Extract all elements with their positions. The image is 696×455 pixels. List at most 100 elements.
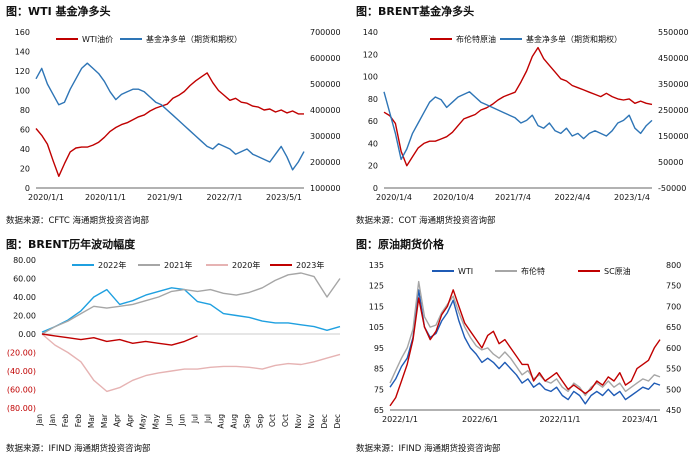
y-left-tick-label: 60 <box>368 117 378 126</box>
panel-source: 数据来源：IFIND 海通期货投资咨询部 <box>356 444 501 454</box>
y-right-tick-label: 350000 <box>658 80 689 89</box>
y-left-tick-label: 60 <box>20 126 30 135</box>
legend-item-1-label: 基金净多单（期货和期权） <box>146 34 242 44</box>
x-tick-label: Jul <box>203 414 212 424</box>
legend-item-0-label: WTI <box>458 267 473 276</box>
series-line-0 <box>35 72 304 177</box>
x-tick-label: Oct <box>268 414 277 427</box>
y-tick-label: 0.00 <box>18 330 36 339</box>
x-tick-label: 2020/1/4 <box>376 193 412 202</box>
legend-item-2-label: 2020年 <box>232 260 260 270</box>
legend-item-0-label: WTI油价 <box>82 34 113 44</box>
y-right-tick-label: 600000 <box>310 54 341 63</box>
y-left-tick-label: 105 <box>369 323 384 332</box>
x-tick-label: 2020/11/1 <box>85 193 126 202</box>
x-tick-label: Aug <box>216 414 225 429</box>
y-left-tick-label: 115 <box>369 302 384 311</box>
x-tick-label: 2022/1/1 <box>382 415 418 424</box>
y-left-tick-label: 85 <box>374 365 384 374</box>
x-tick-label: 2022/7/1 <box>207 193 243 202</box>
y-right-tick-label: 800 <box>666 261 681 270</box>
legend-item-0-label: 布伦特原油 <box>456 34 496 44</box>
y-tick-label: (20.00) <box>7 349 36 358</box>
y-left-tick-label: 95 <box>374 344 384 353</box>
legend-item-1-label: 布伦特 <box>521 266 545 276</box>
y-left-tick-label: 40 <box>368 139 378 148</box>
y-right-tick-label: 150000 <box>658 132 689 141</box>
y-tick-label: 60.00 <box>13 275 36 284</box>
y-left-tick-label: 20 <box>20 165 30 174</box>
panel-source: 数据来源：IFIND 海通期货投资咨询部 <box>6 444 151 454</box>
x-tick-label: 2021/9/1 <box>147 193 183 202</box>
series-line-1 <box>389 280 661 397</box>
x-tick-label: Sep <box>255 414 264 428</box>
series-line-0 <box>41 287 341 333</box>
x-tick-label: Dec <box>333 414 342 429</box>
y-tick-label: (40.00) <box>7 367 36 376</box>
y-right-tick-label: 500 <box>666 385 681 394</box>
y-left-tick-label: 140 <box>363 28 378 37</box>
x-tick-label: Jun <box>178 414 187 427</box>
y-right-tick-label: 750 <box>666 282 681 291</box>
x-tick-label: 2022/4/4 <box>555 193 591 202</box>
y-left-tick-label: 140 <box>15 48 30 57</box>
y-left-tick-label: 80 <box>368 95 378 104</box>
y-right-tick-label: 650 <box>666 323 681 332</box>
x-tick-label: Jul <box>190 414 199 424</box>
x-tick-label: Apr <box>113 413 122 427</box>
x-tick-label: 2023/4/1 <box>622 415 658 424</box>
y-right-tick-label: 100000 <box>310 184 341 193</box>
x-tick-label: Mar <box>100 413 109 428</box>
panel-title: 图：BRENT历年波动幅度 <box>6 238 136 251</box>
series-line-1 <box>35 62 305 171</box>
y-right-tick-label: 50000 <box>658 158 683 167</box>
panel-title: 图：WTI 基金净多头 <box>6 5 111 18</box>
panel-title: 图：原油期货价格 <box>356 238 444 251</box>
legend-item-0-label: 2022年 <box>98 260 126 270</box>
y-left-tick-label: 135 <box>369 261 384 270</box>
y-right-tick-label: 550 <box>666 365 681 374</box>
x-tick-label: May <box>152 413 161 429</box>
y-right-tick-label: 400000 <box>310 106 341 115</box>
series-line-1 <box>383 91 653 161</box>
y-left-tick-label: 160 <box>15 28 30 37</box>
y-left-tick-label: 100 <box>363 73 378 82</box>
y-tick-label: (80.00) <box>7 404 36 413</box>
y-right-tick-label: 700 <box>666 302 681 311</box>
x-tick-label: Jan <box>35 414 44 427</box>
x-tick-label: Oct <box>281 414 290 427</box>
y-left-tick-label: 100 <box>15 87 30 96</box>
series-line-0 <box>389 289 661 405</box>
x-tick-label: 2020/1/1 <box>28 193 64 202</box>
legend-item-2-label: SC原油 <box>604 266 631 276</box>
x-tick-label: Nov <box>307 413 316 428</box>
y-right-tick-label: 700000 <box>310 28 341 37</box>
y-left-tick-label: 80 <box>20 106 30 115</box>
series-line-1 <box>41 272 341 335</box>
x-tick-label: Dec <box>320 414 329 429</box>
legend-item-1-label: 基金净多单（期货和期权） <box>526 34 622 44</box>
x-tick-label: Sep <box>242 414 251 428</box>
y-right-tick-label: 250000 <box>658 106 689 115</box>
y-right-tick-label: 600 <box>666 344 681 353</box>
y-left-tick-label: 0 <box>25 184 30 193</box>
x-tick-label: 2020/10/4 <box>433 193 474 202</box>
legend-item-1-label: 2021年 <box>164 260 192 270</box>
x-tick-label: 2022/6/1 <box>462 415 498 424</box>
y-tick-label: 80.00 <box>13 256 36 265</box>
y-right-tick-label: 550000 <box>658 28 689 37</box>
x-tick-label: 2021/7/4 <box>495 193 531 202</box>
y-tick-label: 20.00 <box>13 312 36 321</box>
y-left-tick-label: 120 <box>15 67 30 76</box>
series-line-2 <box>389 289 661 407</box>
x-tick-label: 2022/11/1 <box>539 415 580 424</box>
series-line-0 <box>383 46 653 167</box>
y-right-tick-label: 500000 <box>310 80 341 89</box>
x-tick-label: Nov <box>294 413 303 428</box>
panel-source: 数据来源：CFTC 海通期货投资咨询部 <box>6 216 150 226</box>
x-tick-label: Mar <box>87 413 96 428</box>
